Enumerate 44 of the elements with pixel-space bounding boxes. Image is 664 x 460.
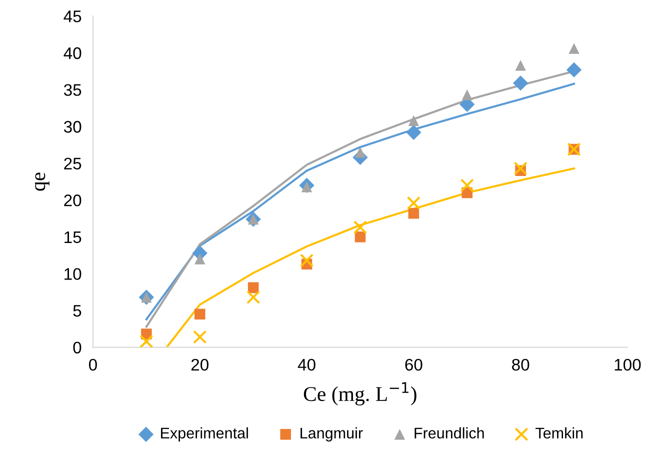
point [194, 254, 206, 264]
point [512, 75, 528, 91]
legend-label: Freundlich [414, 427, 484, 439]
point [406, 196, 421, 210]
x-tick-label: 40 [298, 358, 316, 371]
point [568, 43, 580, 54]
point [406, 124, 422, 140]
y-tick-label: 20 [64, 194, 82, 206]
x-tick-label: 80 [512, 358, 530, 371]
point [462, 89, 473, 100]
point [514, 162, 528, 176]
legend-label: Langmuir [300, 427, 363, 442]
point [300, 254, 314, 268]
x-tick-label: 100 [614, 358, 641, 371]
y-tick-label: 15 [64, 231, 82, 244]
y-tick-label: 10 [64, 268, 82, 280]
legend-label: Temkin [536, 427, 583, 439]
legend-label: Experimental [161, 427, 248, 442]
y-tick-label: 0 [73, 342, 82, 354]
point [248, 282, 259, 294]
y-tick-label: 5 [73, 305, 82, 317]
point [353, 220, 368, 234]
point [193, 330, 207, 344]
x-tick-label: 20 [191, 358, 208, 371]
y-tick-label: 30 [64, 120, 82, 133]
point [194, 308, 206, 320]
y-tick-label: 40 [64, 47, 82, 60]
y-tick-label: 45 [64, 10, 82, 22]
point [460, 178, 474, 192]
y-tick-label: 35 [64, 84, 82, 96]
x-tick-label: 0 [88, 358, 97, 371]
x-tick-label: 60 [405, 358, 422, 371]
point [408, 208, 420, 219]
point [408, 115, 420, 126]
point [354, 232, 366, 242]
point [246, 290, 260, 304]
y-tick-label: 25 [64, 158, 82, 170]
point [515, 60, 526, 71]
line-series [166, 167, 576, 348]
point [566, 62, 582, 78]
point [140, 334, 154, 348]
x-axis-title: Ce (mg. L$^{−1}$) [304, 382, 416, 406]
y-axis-title: qe [34, 172, 50, 191]
point [354, 146, 366, 158]
